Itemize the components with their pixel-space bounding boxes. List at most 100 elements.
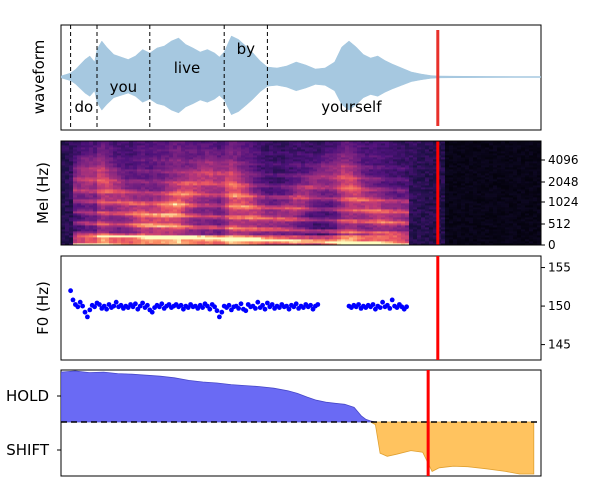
mel-cell	[257, 209, 262, 212]
mel-cell	[201, 165, 206, 168]
mel-cell	[301, 221, 306, 224]
mel-cell	[305, 205, 310, 208]
mel-cell	[261, 185, 266, 188]
mel-cell	[133, 145, 138, 148]
mel-cell	[85, 157, 90, 160]
mel-cell	[417, 167, 422, 170]
mel-cell	[169, 233, 174, 236]
mel-cell	[81, 141, 86, 144]
mel-cell	[181, 197, 186, 200]
mel-cell	[69, 181, 74, 184]
mel-cell	[369, 147, 374, 150]
mel-cell	[105, 193, 110, 196]
mel-cell	[109, 189, 114, 192]
mel-cell	[185, 235, 190, 238]
mel-cell	[365, 227, 370, 230]
mel-cell	[413, 195, 418, 198]
mel-cell	[305, 177, 310, 180]
mel-cell	[409, 173, 414, 176]
mel-cell	[301, 243, 306, 246]
mel-cell	[421, 145, 426, 148]
mel-cell	[197, 193, 202, 196]
mel-cell	[129, 157, 134, 160]
mel-cell	[177, 203, 182, 206]
mel-cell	[145, 149, 150, 152]
mel-cell	[181, 183, 186, 186]
mel-cell	[253, 183, 258, 186]
mel-cell	[289, 171, 294, 174]
mel-cell	[181, 171, 186, 174]
mel-cell	[181, 231, 186, 234]
mel-cell	[129, 153, 134, 156]
mel-cell	[413, 191, 418, 194]
mel-cell	[213, 163, 218, 166]
mel-cell	[321, 211, 326, 214]
mel-cell	[333, 171, 338, 174]
mel-cell	[221, 191, 226, 194]
mel-cell	[185, 195, 190, 198]
mel-cell	[213, 223, 218, 226]
mel-cell	[249, 153, 254, 156]
mel-cell	[321, 169, 326, 172]
mel-cell	[357, 193, 362, 196]
mel-cell	[405, 167, 410, 170]
mel-cell	[113, 159, 118, 162]
mel-cell	[193, 183, 198, 186]
mel-cell	[297, 157, 302, 160]
mel-cell	[249, 171, 254, 174]
mel-cell	[361, 143, 366, 146]
mel-cell	[313, 207, 318, 210]
mel-cell	[349, 185, 354, 188]
mel-cell	[409, 201, 414, 204]
mel-cell	[289, 233, 294, 236]
mel-cell	[153, 241, 158, 244]
mel-cell	[345, 225, 350, 228]
mel-cell	[321, 209, 326, 212]
mel-cell	[285, 157, 290, 160]
mel-cell	[405, 213, 410, 216]
mel-cell	[113, 205, 118, 208]
mel-cell	[277, 143, 282, 146]
mel-cell	[405, 187, 410, 190]
mel-cell	[133, 183, 138, 186]
mel-cell	[225, 181, 230, 184]
mel-cell	[213, 237, 218, 240]
mel-cell	[337, 205, 342, 208]
mel-cell	[241, 201, 246, 204]
mel-cell	[361, 217, 366, 220]
mel-cell	[61, 201, 66, 204]
mel-cell	[373, 141, 378, 144]
mel-cell	[393, 205, 398, 208]
mel-cell	[333, 157, 338, 160]
mel-cell	[293, 241, 298, 244]
mel-cell	[321, 201, 326, 204]
mel-cell	[181, 217, 186, 220]
mel-cell	[197, 169, 202, 172]
mel-cell	[69, 205, 74, 208]
mel-cell	[325, 231, 330, 234]
mel-cell	[285, 155, 290, 158]
mel-cell	[313, 201, 318, 204]
mel-cell	[309, 243, 314, 246]
mel-cell	[157, 201, 162, 204]
mel-cell	[205, 195, 210, 198]
mel-cell	[253, 143, 258, 146]
mel-cell	[337, 225, 342, 228]
mel-cell	[93, 167, 98, 170]
mel-cell	[397, 181, 402, 184]
mel-cell	[397, 167, 402, 170]
mel-cell	[249, 229, 254, 232]
mel-cell	[389, 141, 394, 144]
mel-cell	[293, 203, 298, 206]
mel-cell	[425, 235, 430, 238]
mel-cell	[281, 207, 286, 210]
mel-cell	[257, 195, 262, 198]
mel-cell	[209, 197, 214, 200]
mel-cell	[193, 205, 198, 208]
mel-cell	[181, 201, 186, 204]
mel-cell	[237, 195, 242, 198]
mel-cell	[421, 217, 426, 220]
mel-cell	[93, 237, 98, 240]
mel-cell	[201, 211, 206, 214]
mel-cell	[93, 231, 98, 234]
